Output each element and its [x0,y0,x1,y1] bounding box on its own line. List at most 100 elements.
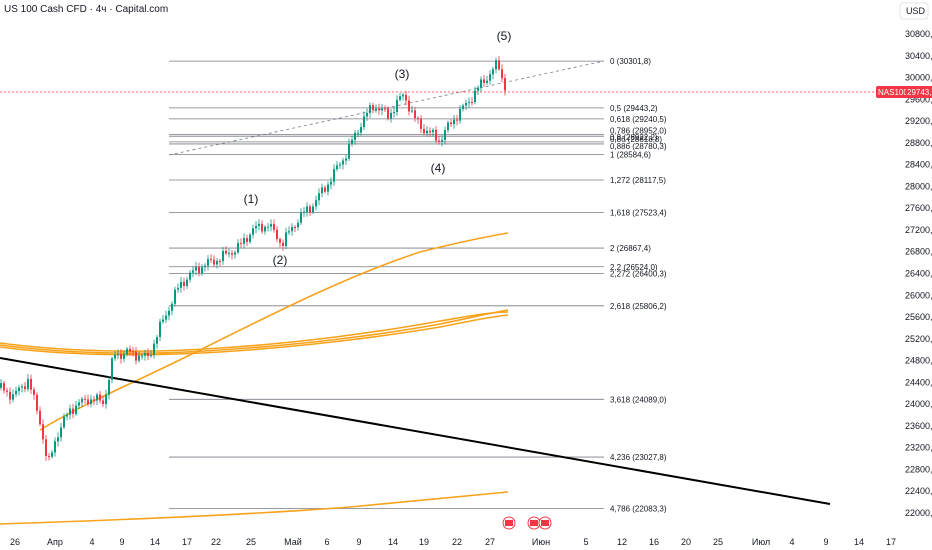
candle-body [444,130,446,140]
candle-body [228,253,230,255]
candle-body [234,252,236,255]
candle-body [144,352,146,356]
candle-body [432,129,434,133]
fib-level-label: 4,786 (22083,3) [610,504,667,513]
candle-body [138,355,140,361]
time-tick-label: 22 [211,537,221,547]
candle-body [33,389,35,395]
price-tick-label: 28000,0 [905,181,932,191]
price-tick-label: 30000,0 [905,73,932,83]
time-tick-label: 4 [89,537,94,547]
candle-body [390,112,392,119]
price-tick-label: 29200,0 [905,116,932,126]
candle-body [342,160,344,165]
price-tick-label: 25200,0 [905,334,932,344]
candle-body [465,102,467,106]
candle-body [273,224,275,230]
candle-body [423,128,425,134]
candle-body [315,200,317,207]
candle-body [165,315,167,320]
economic-events[interactable] [502,516,552,530]
time-tick-label: 14 [388,537,398,547]
fib-level-label: 2,618 (25806,2) [610,302,667,311]
time-tick-label: 14 [150,537,160,547]
candle-body [417,118,419,120]
time-axis[interactable] [0,535,932,550]
fib-level-label: 0,786 (28952,0) [610,127,667,136]
candle-body [189,272,191,280]
candle-body [159,321,161,338]
candle-body [264,226,266,232]
candle-body [414,110,416,119]
price-tick-label: 26800,0 [905,247,932,257]
us-flag-icon-stripes [541,520,549,526]
candle-body [246,238,248,242]
candle-body [366,112,368,117]
last-price-badge-label: 29743,8 [907,88,932,97]
candle-body [291,227,293,232]
candle-body [192,270,194,273]
candle-body [66,414,68,417]
candle-body [72,408,74,414]
candle-body [363,116,365,128]
candle-body [3,383,5,391]
candle-body [309,206,311,213]
candle-body [129,348,131,352]
candle-body [225,251,227,254]
wave-label-3[interactable]: (3) [395,67,410,81]
price-tick-label: 26400,0 [905,269,932,279]
wave-label-1[interactable]: (1) [244,192,259,206]
fib-retracement-tool[interactable]: 0 (30301,8) 0,5 (29443,2) 0,618 (29240,5) 0… [169,57,667,513]
elliott-wave-labels[interactable]: (1) (2) (3) (4) (5) [244,29,512,267]
candle-body [285,232,287,247]
candle-body [282,242,284,247]
candle-body [171,303,173,311]
candle-body [207,259,209,266]
wave-label-4[interactable]: (4) [431,161,446,175]
candle-body [333,169,335,182]
candle-body [267,226,269,228]
candle-body [135,351,137,361]
candle-body [318,193,320,201]
candle-body [486,80,488,83]
candle-body [237,243,239,253]
candle-body [336,165,338,170]
time-tick-label: 25 [246,537,256,547]
candle-body [399,96,401,100]
candle-body [345,158,347,161]
candle-body [84,398,86,400]
fib-level-label: 0,618 (29240,5) [610,115,667,124]
candle-body [495,60,497,70]
candle-body [477,87,479,91]
candle-body [153,343,155,355]
price-tick-label: 24000,0 [905,399,932,409]
candle-body [447,122,449,131]
candle-body [57,437,59,442]
price-tick-label: 29600,0 [905,94,932,104]
candle-body [312,206,314,213]
time-tick-label: 9 [823,537,828,547]
candle-body [276,229,278,240]
trendlines[interactable] [0,60,831,505]
fib-level-label: 1 (28584,6) [610,151,651,160]
candle-body [450,122,452,125]
candle-body [321,187,323,194]
candle-body [360,127,362,133]
candle-body [372,105,374,111]
candle-body [183,281,185,286]
price-tick-label: 23200,0 [905,443,932,453]
candle-body [141,355,143,357]
currency-button[interactable] [899,2,929,20]
candle-body [0,383,2,388]
candle-body [69,408,71,415]
price-tick-label: 30800,0 [905,29,932,39]
price-tick-label: 28400,0 [905,160,932,170]
currency-button-label[interactable]: USD [906,6,926,16]
candle-body [369,105,371,113]
candle-body [270,224,272,227]
candle-body [300,212,302,223]
wave-label-5[interactable]: (5) [497,29,512,43]
candle-body [375,108,377,111]
wave-label-2[interactable]: (2) [273,253,288,267]
